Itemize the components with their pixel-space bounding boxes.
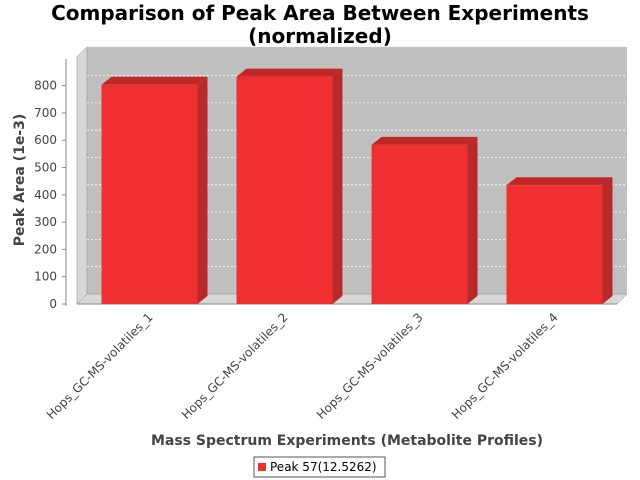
y-tick-label: 100 bbox=[34, 270, 57, 284]
plot-left-wall bbox=[76, 46, 88, 305]
y-tick-label: 600 bbox=[34, 133, 57, 147]
bar-1 bbox=[101, 76, 208, 304]
bar-front bbox=[506, 185, 603, 304]
y-tick-label: 800 bbox=[34, 79, 57, 93]
bar-front bbox=[101, 84, 198, 304]
bar-front bbox=[371, 144, 468, 304]
legend-label: Peak 57(12.5262) bbox=[270, 460, 377, 474]
bar-top bbox=[236, 68, 343, 77]
y-tick-label: 500 bbox=[34, 161, 57, 175]
bar-side bbox=[332, 68, 343, 304]
legend-swatch bbox=[258, 463, 266, 471]
x-tick-label: Hops_GC-MS-volatiles_3 bbox=[314, 310, 426, 422]
bar-top bbox=[506, 177, 613, 186]
y-axis: 0 100 200 300 400 500 600 700 800 bbox=[34, 58, 67, 311]
y-axis-title: Peak Area (1e-3) bbox=[12, 114, 28, 247]
x-axis: Hops_GC-MS-volatiles_1 Hops_GC-MS-volatil… bbox=[44, 310, 561, 422]
bar-2 bbox=[236, 68, 343, 304]
plot-back-wall bbox=[87, 46, 627, 295]
bar-side bbox=[467, 136, 478, 304]
legend-box bbox=[253, 456, 386, 478]
y-tick-label: 200 bbox=[34, 242, 57, 256]
y-tick-label: 300 bbox=[34, 215, 57, 229]
x-tick-label: Hops_GC-MS-volatiles_4 bbox=[449, 310, 561, 422]
bar-top bbox=[371, 136, 478, 145]
chart-title-line-1: Comparison of Peak Area Between Experime… bbox=[51, 1, 589, 25]
chart-title-line-2: (normalized) bbox=[248, 24, 392, 48]
legend: Peak 57(12.5262) bbox=[253, 456, 386, 478]
x-axis-title: Mass Spectrum Experiments (Metabolite Pr… bbox=[151, 433, 543, 449]
bar-side bbox=[197, 76, 208, 304]
bars bbox=[101, 68, 613, 304]
x-tick-label: Hops_GC-MS-volatiles_1 bbox=[44, 310, 156, 422]
y-tick-label: 0 bbox=[49, 297, 57, 311]
bar-top bbox=[101, 76, 208, 85]
bar-4 bbox=[506, 177, 613, 304]
bar-3 bbox=[371, 136, 478, 304]
chart-title: Comparison of Peak Area Between Experime… bbox=[0, 2, 640, 48]
bar-side bbox=[602, 177, 613, 304]
x-tick-label: Hops_GC-MS-volatiles_2 bbox=[179, 310, 291, 422]
bar-front bbox=[236, 76, 333, 304]
y-tick-label: 400 bbox=[34, 188, 57, 202]
y-tick-label: 700 bbox=[34, 106, 57, 120]
